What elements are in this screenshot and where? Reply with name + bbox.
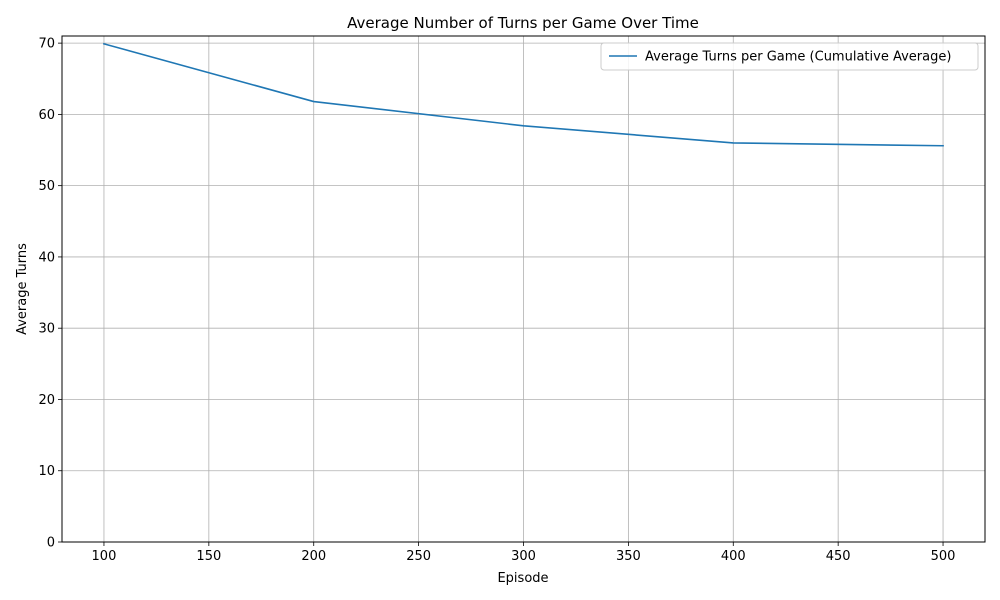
- x-tick-label: 500: [931, 549, 956, 564]
- x-axis-label: Episode: [497, 571, 548, 586]
- y-tick-label: 10: [38, 464, 55, 479]
- x-tick-label: 350: [616, 549, 641, 564]
- y-tick-label: 60: [38, 108, 55, 123]
- legend-label: Average Turns per Game (Cumulative Avera…: [645, 50, 951, 65]
- y-tick-label: 50: [38, 179, 55, 194]
- x-tick-label: 400: [721, 549, 746, 564]
- x-axis-ticks: 100 150 200 250 300 350 400 450 500: [92, 542, 956, 564]
- series-line-0: [102, 42, 944, 147]
- x-tick-label: 300: [511, 549, 536, 564]
- y-axis-ticks: 0 10 20 30 40 50 60 70: [38, 37, 62, 551]
- x-tick-label: 200: [301, 549, 326, 564]
- legend-box: [600, 42, 979, 71]
- x-tick-label: 150: [196, 549, 221, 564]
- x-tick-label: 450: [826, 549, 851, 564]
- y-tick-label: 70: [38, 37, 55, 52]
- chart-title: Average Number of Turns per Game Over Ti…: [347, 14, 699, 32]
- y-tick-label: 20: [38, 393, 55, 408]
- y-tick-label: 30: [38, 322, 55, 337]
- series-layer: [102, 42, 944, 147]
- y-axis-label: Average Turns: [15, 243, 30, 335]
- x-gridlines: [103, 36, 944, 542]
- y-tick-label: 0: [47, 536, 55, 551]
- x-tick-label: 100: [92, 549, 117, 564]
- legend: Average Turns per Game (Cumulative Avera…: [600, 42, 979, 71]
- x-tick-label: 250: [406, 549, 431, 564]
- y-tick-label: 40: [38, 250, 55, 265]
